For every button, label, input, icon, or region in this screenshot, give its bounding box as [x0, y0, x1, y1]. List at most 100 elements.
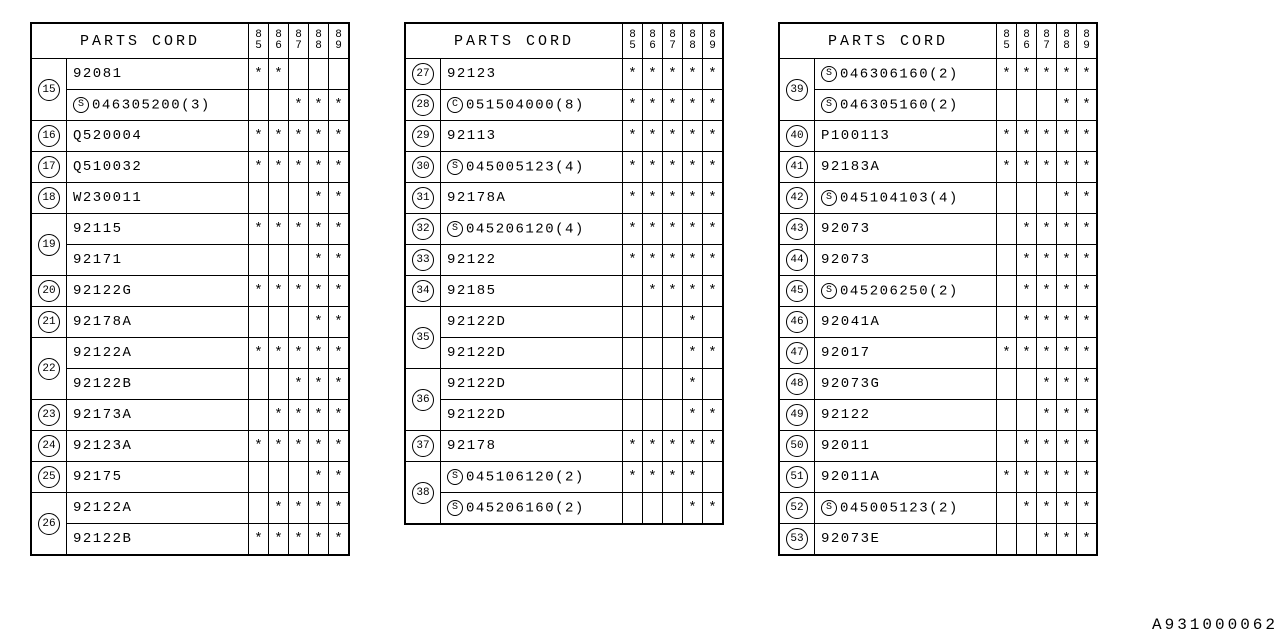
mark-cell [329, 59, 350, 90]
part-number: 045005123(2) [840, 500, 959, 516]
mark-cell: * [683, 276, 703, 307]
mark-cell: * [329, 183, 350, 214]
table-row: 2592175** [31, 462, 349, 493]
mark-cell: * [269, 121, 289, 152]
mark-cell: * [643, 90, 663, 121]
mark-cell [289, 307, 309, 338]
mark-cell: * [1057, 121, 1077, 152]
row-index-circle: 30 [412, 156, 434, 178]
part-number: 92122 [447, 252, 497, 268]
mark-cell [997, 493, 1017, 524]
table-row: S046305200(3)*** [31, 90, 349, 121]
mark-cell: * [663, 245, 683, 276]
row-index-circle: 27 [412, 63, 434, 85]
part-number-cell: 92073G [815, 369, 997, 400]
mark-cell: * [683, 431, 703, 462]
table-row: 2392173A**** [31, 400, 349, 431]
mark-cell: * [249, 276, 269, 307]
mark-cell: * [643, 152, 663, 183]
mark-cell: * [703, 245, 724, 276]
mark-cell [643, 369, 663, 400]
mark-cell [643, 400, 663, 431]
prefix-circle-icon: S [821, 283, 837, 299]
mark-cell: * [683, 152, 703, 183]
mark-cell [623, 338, 643, 369]
mark-cell: * [329, 214, 350, 245]
mark-cell [643, 493, 663, 525]
row-index-circle: 20 [38, 280, 60, 302]
row-index-circle: 23 [38, 404, 60, 426]
table-row: 92171** [31, 245, 349, 276]
mark-cell: * [997, 59, 1017, 90]
mark-cell: * [329, 431, 350, 462]
mark-cell: * [1057, 214, 1077, 245]
mark-cell: * [269, 400, 289, 431]
year-header: 85 [249, 23, 269, 59]
row-index-cell: 15 [31, 59, 67, 121]
row-index-cell: 38 [405, 462, 441, 525]
part-number-cell: S045005123(4) [441, 152, 623, 183]
row-index-circle: 47 [786, 342, 808, 364]
mark-cell [663, 369, 683, 400]
mark-cell: * [289, 276, 309, 307]
mark-cell: * [623, 90, 643, 121]
part-number-cell: 92122A [67, 493, 249, 524]
table-row: 5392073E*** [779, 524, 1097, 556]
row-index-circle: 31 [412, 187, 434, 209]
mark-cell [623, 276, 643, 307]
mark-cell: * [309, 276, 329, 307]
mark-cell: * [289, 524, 309, 556]
mark-cell [269, 307, 289, 338]
mark-cell: * [1017, 338, 1037, 369]
year-header: 89 [329, 23, 350, 59]
mark-cell: * [703, 90, 724, 121]
mark-cell [997, 90, 1017, 121]
part-number-cell: 92113 [441, 121, 623, 152]
mark-cell: * [1077, 183, 1098, 214]
mark-cell: * [309, 338, 329, 369]
mark-cell [269, 462, 289, 493]
table-row: 28C051504000(8)***** [405, 90, 723, 121]
part-number: 92122 [821, 407, 871, 423]
part-number: 92122D [447, 407, 506, 423]
part-number: 92178A [447, 190, 506, 206]
mark-cell: * [683, 183, 703, 214]
mark-cell: * [1077, 59, 1098, 90]
mark-cell: * [329, 493, 350, 524]
mark-cell: * [1077, 462, 1098, 493]
prefix-circle-icon: S [73, 97, 89, 113]
row-index-circle: 34 [412, 280, 434, 302]
mark-cell: * [1017, 431, 1037, 462]
mark-cell: * [329, 524, 350, 556]
row-index-circle: 45 [786, 280, 808, 302]
mark-cell: * [663, 214, 683, 245]
mark-cell: * [309, 431, 329, 462]
mark-cell: * [1057, 524, 1077, 556]
mark-cell: * [683, 121, 703, 152]
row-index-cell: 35 [405, 307, 441, 369]
mark-cell: * [1077, 493, 1098, 524]
mark-cell [703, 462, 724, 493]
row-index-circle: 44 [786, 249, 808, 271]
mark-cell: * [309, 400, 329, 431]
part-number-cell: 92073E [815, 524, 997, 556]
mark-cell [997, 400, 1017, 431]
mark-cell: * [703, 400, 724, 431]
mark-cell: * [683, 59, 703, 90]
mark-cell [623, 369, 643, 400]
part-number: 045106120(2) [466, 469, 585, 485]
part-number-cell: 92073 [815, 214, 997, 245]
part-number-cell: 92122D [441, 338, 623, 369]
mark-cell: * [309, 524, 329, 556]
mark-cell: * [309, 369, 329, 400]
part-number: 92011 [821, 438, 871, 454]
part-number: 92073G [821, 376, 880, 392]
mark-cell: * [1037, 524, 1057, 556]
table-row: 92122D** [405, 338, 723, 369]
row-index-cell: 23 [31, 400, 67, 431]
part-number-cell: C051504000(8) [441, 90, 623, 121]
mark-cell [663, 400, 683, 431]
table-row: 5192011A***** [779, 462, 1097, 493]
row-index-circle: 26 [38, 513, 60, 535]
parts-table: PARTS CORD85868788891592081**S046305200(… [30, 22, 350, 556]
